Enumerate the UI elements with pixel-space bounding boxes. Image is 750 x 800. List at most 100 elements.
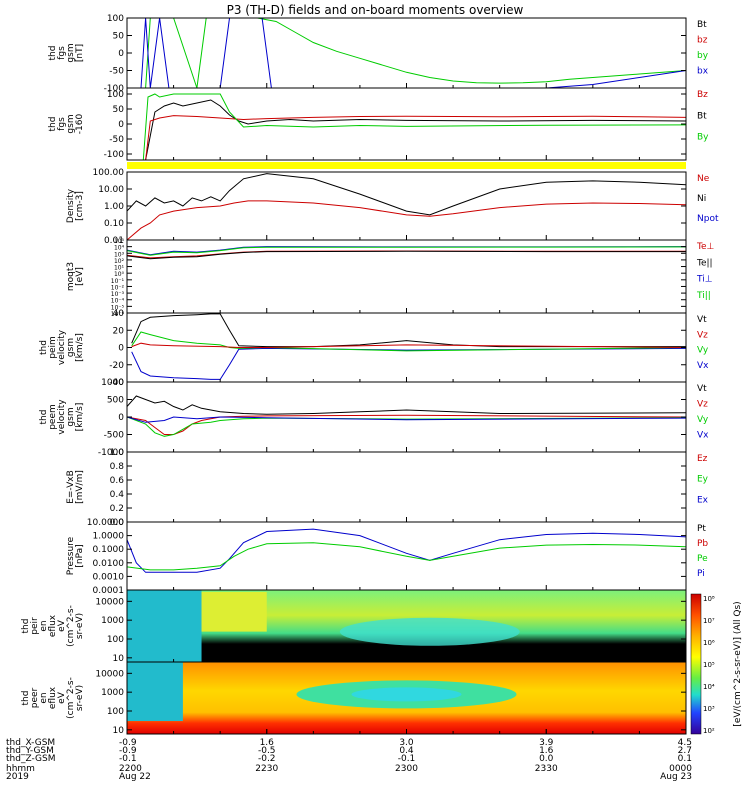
x-tick-label: 0.1 xyxy=(678,754,692,764)
ion-spectrogram xyxy=(127,590,686,662)
y-axis-label-line: gsm xyxy=(66,114,76,133)
y-axis-label-line: eflux xyxy=(48,614,58,637)
y-tick-label: 1000 xyxy=(101,616,124,626)
date-label-end: Aug 23 xyxy=(660,772,692,782)
y-tick-label: -1000 xyxy=(98,448,124,458)
series-line-2-2 xyxy=(142,93,687,161)
y-tick-label: 10⁻³ xyxy=(111,291,125,298)
y-tick-label: -50 xyxy=(109,135,124,145)
y-axis-label: thdpeerenefluxeV(cm^2-s-sr-eV) xyxy=(21,677,85,719)
x-axis-row-label: hhmm xyxy=(6,764,35,774)
panel-7: 1.0 0.8 0.6 0.4 0.2 0.0 E=-VxB[mV/m] Ez Ey Ex xyxy=(66,448,709,528)
colorbar-label: [eV/(cm^2-s-sr-eV)] (All Qs) xyxy=(733,601,743,726)
y-axis-label-line: sr-eV) xyxy=(75,685,85,711)
legend-entry: Vx xyxy=(697,431,709,441)
colorbar-tick-label: 10⁷ xyxy=(703,617,715,625)
panel-5: 40 20 0 -20 -40 thdpeimvelocitygsm[km/s] Vt Vz V… xyxy=(39,309,709,388)
x-tick-label: -0.2 xyxy=(258,754,276,764)
x-tick-label: 2200 xyxy=(119,764,142,774)
y-axis-label-line: thd xyxy=(48,46,58,61)
series-line-4-3 xyxy=(126,250,686,260)
y-tick-label: 10.0000 xyxy=(87,518,124,528)
x-tick-label: -0.1 xyxy=(119,754,137,764)
y-axis-label: Pressure[nPa] xyxy=(66,536,85,575)
legend-entry: Vt xyxy=(697,315,707,325)
y-axis-label-line: peim xyxy=(48,336,58,359)
y-tick-label: 0 xyxy=(118,49,124,59)
x-tick-label: 0000 xyxy=(669,764,692,774)
y-axis-label-line: velocity xyxy=(57,329,67,365)
y-tick-label: 1000 xyxy=(101,378,124,388)
y-tick-label: -100 xyxy=(104,150,125,160)
series-line-1-0 xyxy=(141,17,687,89)
x-tick-label: 2330 xyxy=(535,764,558,774)
x-tick-label: -0.1 xyxy=(398,754,416,764)
plot-title: P3 (TH-D) fields and on-board moments ov… xyxy=(227,3,524,17)
spectrogram-fill xyxy=(201,592,267,632)
y-axis-label-line: eV xyxy=(57,691,67,704)
panel-2: 100 50 0 -50 -100 thdfgsgsm-160 Bz Bt By xyxy=(48,87,709,161)
y-axis-label: thdpeimvelocitygsm[km/s] xyxy=(39,329,85,365)
series-line-8-1 xyxy=(126,542,687,571)
y-axis-label-line: peer xyxy=(30,687,40,708)
y-tick-label: 10⁻⁵ xyxy=(111,304,125,311)
x-axis-row-label: thd_X-GSM xyxy=(6,738,55,748)
series-line-5-0 xyxy=(131,313,686,348)
y-axis-label-line: en xyxy=(39,620,49,631)
y-tick-label: 0.6 xyxy=(110,476,125,486)
y-tick-label: 100 xyxy=(107,635,124,645)
y-tick-label: 10⁵ xyxy=(114,238,125,245)
series-line-2-1 xyxy=(145,115,687,161)
panel-8: 10.0000 1.0000 0.1000 0.0100 0.0010 0.0001 Pre… xyxy=(66,518,708,596)
y-tick-label: 1.0 xyxy=(110,448,125,458)
legend-entry: bz xyxy=(697,36,708,46)
y-axis-label-line: peir xyxy=(30,617,40,635)
y-tick-label: 0 xyxy=(118,120,124,130)
panel-frame xyxy=(126,312,687,383)
y-tick-label: 0.01 xyxy=(104,236,124,246)
y-axis-label-line: eflux xyxy=(48,686,58,709)
y-tick-label: 100.00 xyxy=(93,168,125,178)
y-tick-label: 0.4 xyxy=(110,490,125,500)
y-tick-label: 500 xyxy=(107,396,124,406)
y-axis-label-line: [nT] xyxy=(75,44,85,62)
electron-spectrogram xyxy=(127,662,686,734)
status-bar xyxy=(127,162,686,169)
y-axis-label: moqt3[eV] xyxy=(66,262,85,291)
y-axis-label-line: eV xyxy=(57,619,67,632)
x-tick-label: 1.6 xyxy=(260,738,275,748)
y-axis-label: Density[cm-3] xyxy=(66,188,85,223)
colorbar-tick-label: 10⁵ xyxy=(703,661,715,669)
legend-entry: Ey xyxy=(697,475,709,485)
y-axis-label-line: thd xyxy=(39,410,49,425)
colorbar-tick-label: 10² xyxy=(703,727,715,735)
y-axis-label: E=-VxB[mV/m] xyxy=(66,470,85,504)
legend-entry: Ti|| xyxy=(696,291,711,301)
y-tick-label: 10³ xyxy=(114,251,125,258)
y-tick-label: 100 xyxy=(107,707,124,717)
x-tick-label: -0.9 xyxy=(119,746,137,756)
legend-entry: Te|| xyxy=(696,258,713,268)
y-tick-label: 100 xyxy=(107,90,124,100)
y-axis-label: thdfgsgsm-160 xyxy=(48,114,85,135)
y-tick-label: 10000 xyxy=(95,597,124,607)
y-tick-label: 0.10 xyxy=(104,219,124,229)
panel-frame xyxy=(126,381,687,453)
panel-4: 10⁵10⁴10³10²10¹10⁰10⁻¹10⁻²10⁻³10⁻⁴10⁻⁵10… xyxy=(66,238,715,318)
legend-entry: Te⊥ xyxy=(696,242,715,252)
legend-entry: Ex xyxy=(697,495,709,505)
panel-1: 100 50 0 -50 -100 thdfgsgsm[nT] Bt bz by bx xyxy=(48,14,709,94)
y-axis-label: thdpeemvelocitygsm[km/s] xyxy=(39,399,85,435)
y-tick-label: 10⁰ xyxy=(114,271,125,278)
y-tick-label: -100 xyxy=(104,84,125,94)
legend-entry: Vz xyxy=(697,400,708,410)
x-tick-label: 0.0 xyxy=(539,754,554,764)
series-line-1-1 xyxy=(140,17,687,89)
y-axis-label-line: [cm-3] xyxy=(75,191,85,221)
y-tick-label: 40 xyxy=(113,309,125,319)
legend-entry: By xyxy=(697,133,709,143)
series-line-5-3 xyxy=(131,342,687,348)
legend-entry: bx xyxy=(697,67,709,77)
y-tick-label: 1.00 xyxy=(104,202,124,212)
y-axis-label-line: [mV/m] xyxy=(75,470,85,504)
